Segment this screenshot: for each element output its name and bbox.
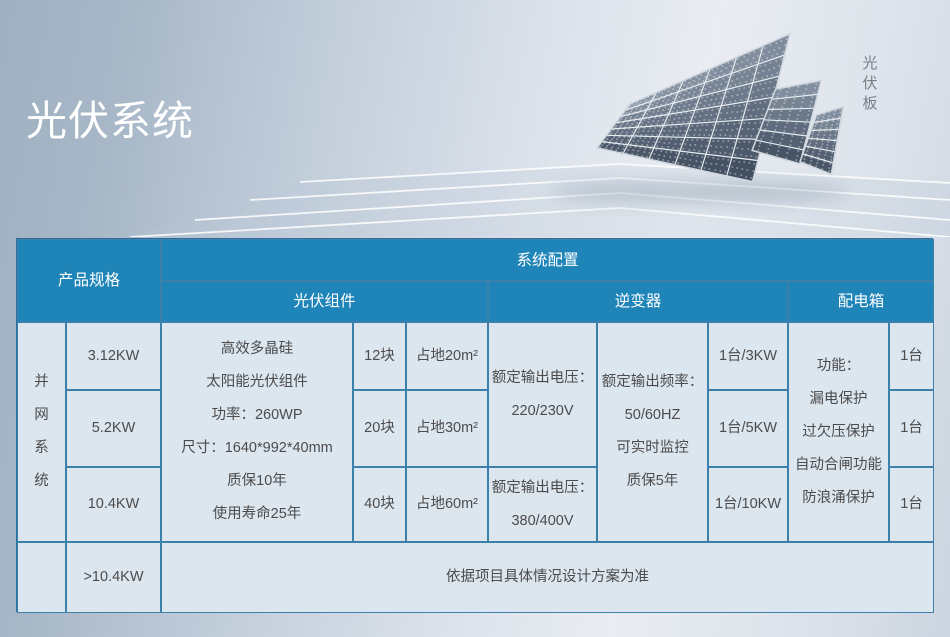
svg-text:伏: 伏 [862,75,877,92]
svg-text:光: 光 [862,55,877,72]
svg-text:板: 板 [862,94,877,112]
